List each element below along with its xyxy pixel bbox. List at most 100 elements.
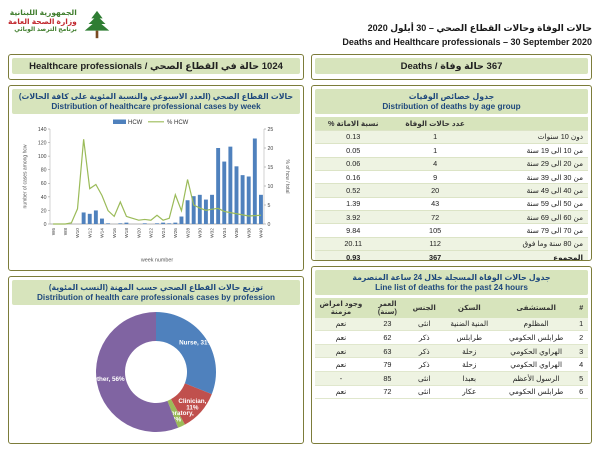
slice-label-name: Clinician, bbox=[178, 398, 206, 405]
x-tick-label: W28 bbox=[185, 228, 191, 238]
cfr-cell: 1.39 bbox=[315, 197, 392, 212]
healthcare-column: 1024 حالة في القطاع الصحي / Healthcare p… bbox=[8, 54, 304, 444]
page-title-english: Deaths and Healthcare professionals – 30… bbox=[342, 36, 592, 47]
page-title-arabic: حالات الوفاة وحالات القطاع الصحي – 30 أي… bbox=[367, 23, 592, 33]
pct-hcw-line bbox=[53, 139, 261, 225]
age-row: من 20 الى 29 سنة 4 0.06 bbox=[315, 157, 588, 171]
thead: # المستشفى السكن الجنس العمر (سنة) وجود امراض… bbox=[315, 298, 588, 318]
x-tick-label: W22 bbox=[149, 228, 155, 238]
line-list-row: 1 المظلوم المنية الضنية انثى 23 نعم bbox=[315, 317, 588, 332]
total-deaths-cell: 367 bbox=[391, 250, 479, 260]
slice-nurse bbox=[156, 312, 217, 395]
age-row: من 40 الى 49 سنة 20 0.52 bbox=[315, 183, 588, 198]
line-list-cell: انثى bbox=[407, 317, 441, 332]
line-list-row: 4 الهراوي الحكومي زحلة ذكر 79 نعم bbox=[315, 357, 588, 373]
hcw-bar-W33 bbox=[216, 148, 221, 225]
left-tick-label: 120 bbox=[38, 141, 47, 147]
legend-hcw-label: HCW bbox=[128, 120, 143, 126]
right-tick-label: 0 bbox=[268, 222, 271, 228]
col-cfr-header: نسبة الاماتة % bbox=[315, 117, 392, 131]
x-tick-label: W20 bbox=[136, 228, 142, 238]
deaths-column: 367 حالة وفاة / Deaths جدول خصائص الوفيا… bbox=[311, 54, 592, 444]
profession-chart-title-arabic: توزيع حالات القطاع الصحي حسب المهنة (الن… bbox=[48, 282, 264, 292]
left-tick-label: 0 bbox=[44, 222, 47, 228]
right-tick-label: 5 bbox=[268, 203, 271, 209]
x-tick-label: W8 bbox=[63, 228, 69, 236]
deaths-cell: 9 bbox=[391, 170, 479, 185]
hcw-bar-W31 bbox=[203, 199, 208, 225]
hcw-bar-W36 bbox=[234, 166, 239, 225]
line-list-col-header: # bbox=[574, 298, 588, 318]
x-tick-label: W10 bbox=[75, 228, 81, 238]
tbody: 1 المظلوم المنية الضنية انثى 23 نعم 2 طرابلس ال… bbox=[315, 317, 588, 400]
hcw-header-box: 1024 حالة في القطاع الصحي / Healthcare p… bbox=[8, 54, 304, 80]
hcw-bar-W17 bbox=[118, 223, 123, 225]
tbody: دون 10 سنوات 1 0.13 من 10 الى 19 سنة 1 0.05 من… bbox=[315, 130, 588, 260]
line-list-cell: زحلة bbox=[440, 344, 498, 359]
hcw-bar-W40 bbox=[258, 195, 263, 225]
x-tick-label: W24 bbox=[161, 228, 167, 238]
line-list-cell: طرابلس الحكومي bbox=[497, 330, 575, 345]
weekly-bar-line-chart: 0 20 40 60 80 100 120 140 0 5 10 15 20 25 W6 W8 W10 W12 W1… bbox=[12, 116, 300, 264]
age-group-cell: من 30 الى 39 سنة bbox=[478, 170, 588, 185]
line-list-cell: 85 bbox=[366, 371, 408, 386]
col-age-header bbox=[478, 117, 588, 131]
hcw-bar-W15 bbox=[106, 223, 111, 225]
line-list-cell: عكار bbox=[440, 385, 498, 400]
hcw-bar-W27 bbox=[179, 216, 184, 225]
x-tick-label: W14 bbox=[100, 228, 106, 238]
left-tick-label: 100 bbox=[38, 154, 47, 160]
x-tick-label: W16 bbox=[112, 228, 118, 238]
right-y-axis-title: % of hcw / total bbox=[284, 160, 290, 194]
age-row: من 50 الى 59 سنة 43 1.39 bbox=[315, 197, 588, 212]
weekly-chart-title: حالات القطاع الصحي (العدد الاسبوعي والنس… bbox=[12, 89, 300, 115]
report-header: الجمهورية اللبنانية وزارة الصحة العامة ب… bbox=[8, 6, 592, 54]
x-tick-label: W26 bbox=[173, 228, 179, 238]
weekly-chart-box: حالات القطاع الصحي (العدد الاسبوعي والنس… bbox=[8, 85, 304, 271]
weekly-chart-svg: 0 20 40 60 80 100 120 140 0 5 10 15 20 25 W6 W8 W10 W12 W1… bbox=[23, 119, 290, 264]
line-list-header-row: # المستشفى السكن الجنس العمر (سنة) وجود امراض… bbox=[315, 298, 588, 318]
page-title: حالات الوفاة وحالات القطاع الصحي – 30 أي… bbox=[342, 22, 592, 49]
deaths-header-box: 367 حالة وفاة / Deaths bbox=[311, 54, 592, 80]
line-list-title-arabic: جدول حالات الوفاة المسجلة خلال 24 ساعة ا… bbox=[352, 272, 551, 282]
right-tick-label: 20 bbox=[268, 146, 274, 152]
x-tick-label: W34 bbox=[222, 228, 228, 238]
line-list-cell: 1 bbox=[574, 317, 588, 332]
x-axis-title: week number bbox=[140, 258, 174, 264]
left-tick-label: 140 bbox=[38, 127, 47, 133]
line-list-col-header: السكن bbox=[440, 298, 498, 318]
line-list-cell: 3 bbox=[574, 344, 588, 359]
line-list-row: 6 طرابلس الحكومي عكار انثى 72 نعم bbox=[315, 385, 588, 400]
hcw-bar-W23 bbox=[155, 223, 159, 225]
profession-chart-title-english: Distribution of health care professional… bbox=[37, 292, 275, 302]
right-tick-label: 25 bbox=[268, 127, 274, 133]
age-group-cell: من 70 الى 79 سنة bbox=[478, 223, 588, 238]
line-list-cell: زحلة bbox=[440, 357, 498, 373]
cfr-cell: 3.92 bbox=[315, 210, 392, 225]
slice-label-pct: 2% bbox=[172, 417, 182, 424]
hcw-bar-W18 bbox=[124, 223, 129, 225]
x-tick-label: W30 bbox=[198, 228, 204, 238]
total-label-cell: المجموع bbox=[478, 250, 588, 260]
cfr-cell: 0.05 bbox=[315, 143, 392, 158]
line-list-cell: نعم bbox=[315, 330, 367, 345]
line-list-cell: الهراوي الحكومي bbox=[497, 357, 575, 373]
hcw-bar-W24 bbox=[161, 223, 166, 225]
age-table-title-english: Distribution of deaths by age group bbox=[382, 101, 521, 111]
right-tick-label: 15 bbox=[268, 165, 274, 171]
line-list-row: 2 طرابلس الحكومي طرابلس ذكر 62 نعم bbox=[315, 330, 588, 345]
hcw-bar-W12 bbox=[87, 214, 92, 225]
hcw-bar-W38 bbox=[246, 176, 251, 225]
line-list-row: 3 الهراوي الحكومي زحلة ذكر 63 نعم bbox=[315, 344, 588, 359]
line-list-cell: 62 bbox=[366, 330, 408, 345]
age-row: من 70 الى 79 سنة 105 9.84 bbox=[315, 223, 588, 238]
line-list-cell: 79 bbox=[366, 357, 408, 373]
deaths-cell: 105 bbox=[391, 223, 479, 238]
deaths-by-age-table: عدد حالات الوفاة نسبة الاماتة % دون 10 سنو… bbox=[315, 117, 588, 260]
line-list-cell: طرابلس الحكومي bbox=[497, 385, 575, 400]
col-deaths-header: عدد حالات الوفاة bbox=[391, 117, 479, 131]
cfr-cell: 0.16 bbox=[315, 170, 392, 185]
cfr-cell: 0.06 bbox=[315, 157, 392, 171]
line-list-cell: انثى bbox=[407, 371, 441, 386]
x-tick-label: W40 bbox=[259, 228, 265, 238]
